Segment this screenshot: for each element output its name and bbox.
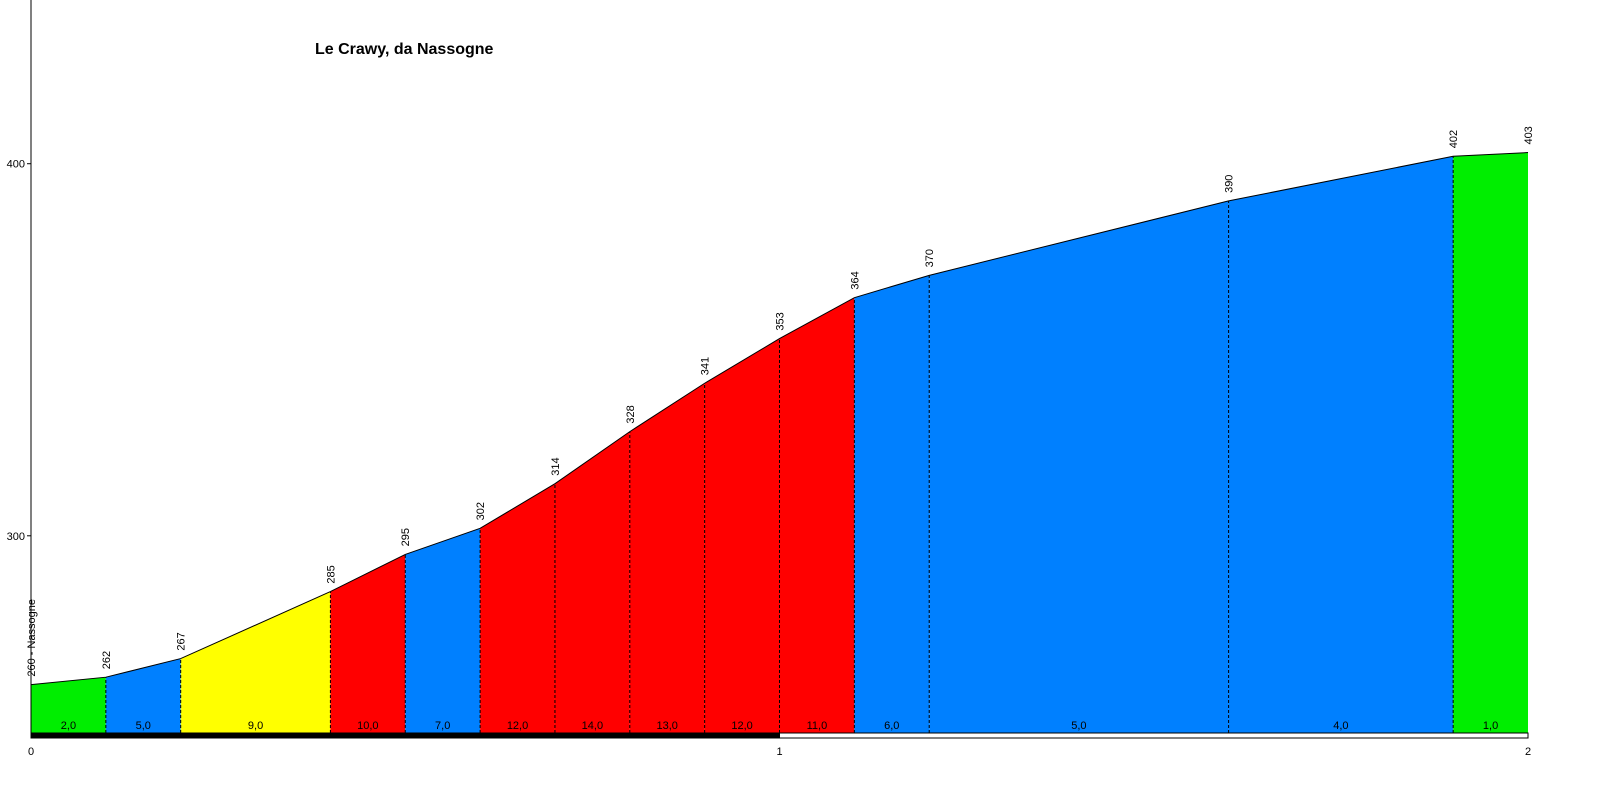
gradient-label: 12,0: [731, 720, 752, 732]
gradient-label: 13,0: [657, 720, 678, 732]
profile-line: [30, 152, 1529, 686]
elevation-label: 267: [176, 632, 188, 650]
elevation-label: 402: [1448, 130, 1460, 148]
elevation-label: 302: [475, 502, 487, 520]
gradient-segment: [779, 297, 855, 733]
gradient-segment: [854, 275, 930, 733]
gradient-segment: [629, 383, 705, 733]
elevation-label: 403: [1523, 126, 1535, 144]
gradient-label: 2,0: [61, 720, 76, 732]
gradient-segment: [330, 554, 406, 733]
y-tick-label: 400: [7, 159, 25, 171]
elevation-label: 260 - Nassogne: [26, 599, 38, 677]
gradient-label: 14,0: [582, 720, 603, 732]
gradient-label: 1,0: [1483, 720, 1498, 732]
x-tick-label: 2: [1525, 746, 1531, 758]
gradient-segments: [31, 152, 1528, 734]
elevation-label: 390: [1224, 175, 1236, 193]
gradient-label: 12,0: [507, 720, 528, 732]
gradient-segment: [105, 658, 181, 733]
segment-dividers: [30, 152, 1529, 733]
data-labels: 2,0 5,0 9,0 10,0 7,0 12,0 14,0 13,0 12,0 11,0 6,0 5…: [7, 126, 1535, 758]
elevation-label: 364: [849, 271, 861, 289]
km-bar-segment: [779, 732, 1529, 739]
gradient-segment: [480, 483, 555, 733]
axes: [27, 0, 1529, 739]
gradient-segment: [929, 200, 1229, 734]
elevation-label: 295: [400, 528, 412, 546]
elevation-label: 285: [325, 565, 337, 583]
gradient-label: 7,0: [435, 720, 450, 732]
gradient-segment: [180, 591, 331, 733]
elevation-label: 341: [700, 357, 712, 375]
elevation-label: 262: [101, 651, 113, 669]
gradient-segment: [31, 677, 106, 733]
x-tick-label: 1: [776, 746, 782, 758]
km-bar-segment: [30, 732, 780, 739]
gradient-label: 5,0: [1071, 720, 1086, 732]
gradient-segment: [1228, 156, 1454, 733]
elevation-label: 353: [775, 312, 787, 330]
elevation-label: 314: [550, 457, 562, 475]
gradient-segment: [1453, 152, 1528, 734]
gradient-segment: [554, 431, 630, 733]
chart-title: Le Crawy, da Nassogne: [315, 41, 494, 58]
x-tick-label: 0: [28, 746, 34, 758]
gradient-segment: [704, 338, 780, 733]
elevation-label: 370: [924, 249, 936, 267]
gradient-label: 10,0: [357, 720, 378, 732]
gradient-label: 9,0: [248, 720, 263, 732]
elevation-label: 328: [625, 405, 637, 423]
gradient-label: 5,0: [136, 720, 151, 732]
gradient-segment: [405, 528, 481, 733]
y-tick-label: 300: [7, 531, 25, 543]
gradient-label: 4,0: [1333, 720, 1348, 732]
gradient-label: 11,0: [807, 720, 828, 732]
gradient-label: 6,0: [884, 720, 899, 732]
